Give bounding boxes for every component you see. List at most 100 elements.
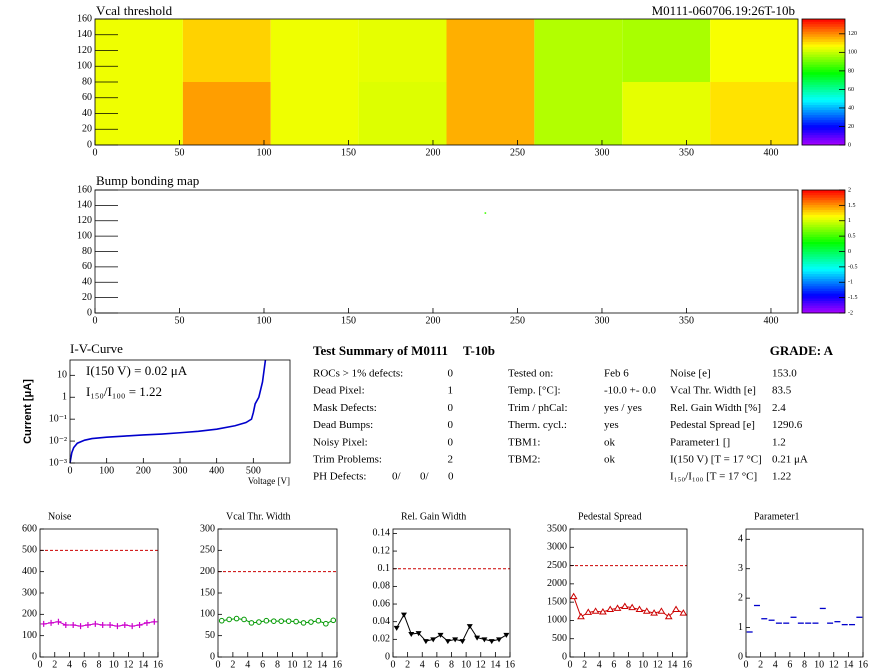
x-tick-label: 16 (505, 659, 515, 670)
colorbar-band (802, 76, 845, 80)
colorbar-band (802, 212, 845, 215)
y-tick-label: 0 (87, 139, 92, 150)
colorbar-band (802, 234, 845, 238)
colorbar-band (802, 102, 845, 105)
y-tick-label: 80 (82, 246, 92, 257)
colorbar-band (802, 124, 845, 128)
marker (143, 619, 150, 626)
x-tick-label: 14 (138, 659, 148, 670)
marker (323, 620, 329, 627)
x-tick-label: 10 (287, 659, 297, 670)
y-tick-label: 80 (82, 76, 92, 87)
colorbar-band (802, 142, 845, 146)
colorbar-band (802, 44, 845, 48)
marker (430, 637, 437, 643)
heat-cell (446, 19, 535, 82)
marker (628, 603, 637, 611)
colorbar-band (802, 288, 845, 292)
colorbar-band (802, 244, 845, 247)
x-tick-label: 200 (425, 147, 440, 158)
y-axis-label: Current [μA] (22, 379, 34, 444)
colorbar-band (802, 204, 845, 208)
x-tick-label: 14 (317, 659, 327, 670)
summary-value: 0 (448, 419, 454, 431)
chart-title: Bump bonding map (96, 173, 199, 188)
series-line (573, 596, 684, 618)
x-tick-label: 6 (260, 659, 265, 670)
marker (233, 615, 240, 622)
marker (459, 639, 466, 645)
chart-subtitle: M0111-060706.19:26T-10b (652, 3, 795, 18)
colorbar-band (802, 84, 845, 88)
y-tick-label: 40 (82, 277, 92, 288)
x-tick-label: 8 (626, 659, 631, 670)
colorbar-band (802, 36, 845, 40)
marker (40, 620, 47, 627)
marker (400, 612, 407, 618)
y-tick-label: 100 (22, 630, 37, 641)
x-tick-label: 8 (802, 659, 807, 670)
colorbar-band (802, 298, 845, 301)
colorbar-band (802, 303, 845, 306)
x-tick-label: 16 (153, 659, 163, 670)
colorbar-band (802, 199, 845, 203)
marker (270, 618, 277, 624)
colorbar-band (802, 21, 845, 25)
y-tick-label: 1 (62, 392, 67, 403)
annotation: I(150 V) = 0.02 μA (86, 363, 188, 378)
result-value: 1.22 (772, 471, 791, 483)
x-tick-label: 8 (97, 659, 102, 670)
colorbar-band (802, 54, 845, 58)
colorbar-band (802, 256, 845, 260)
colorbar-band (802, 89, 845, 93)
plot-frame (94, 189, 799, 314)
x-tick-label: 6 (611, 659, 616, 670)
colorbar-band (802, 97, 845, 100)
y-tick-label: 60 (82, 261, 92, 272)
y-tick-label: 3500 (547, 523, 567, 534)
result-value: 1290.6 (772, 419, 803, 431)
chart-title: Vcal threshold (96, 3, 173, 18)
y-tick-label: 3000 (547, 542, 567, 553)
heat-cell (446, 82, 535, 145)
marker (285, 618, 292, 624)
colorbar-band (802, 253, 845, 257)
heat-cell (182, 82, 271, 145)
colorbar-band (802, 249, 845, 252)
colorbar-band (802, 119, 845, 123)
summary-value: 0 (448, 402, 454, 414)
marker (136, 622, 143, 628)
x-tick-label: 200 (136, 465, 151, 476)
marker (672, 605, 680, 612)
colorbar-band (802, 129, 845, 133)
colorbar-band (802, 109, 845, 113)
result-label: I₁₅₀/I₁₀₀ [T = 17 °C] (670, 471, 757, 483)
y-tick-label: 2000 (547, 578, 567, 589)
chart-title: Parameter1 (754, 511, 800, 522)
heat-cell (710, 82, 798, 145)
result-value: 83.5 (772, 385, 792, 397)
marker (444, 639, 451, 645)
marker (300, 620, 307, 626)
colorbar-band (802, 224, 845, 228)
y-tick-label: 0.08 (373, 581, 391, 592)
colorbar-band (802, 263, 845, 267)
colorbar-band (802, 209, 845, 213)
x-tick-label: 250 (510, 315, 525, 326)
marker (569, 592, 578, 600)
marker (642, 607, 651, 614)
y-tick-label: 140 (77, 29, 92, 40)
x-tick-label: 400 (763, 315, 778, 326)
colorbar-tick-label: 0 (848, 142, 851, 148)
summary-label: Dead Bumps: (313, 419, 373, 431)
colorbar-band (802, 64, 845, 68)
colorbar-band (802, 261, 845, 265)
colorbar-band (802, 300, 845, 304)
heat-cell (270, 19, 359, 82)
y-tick-label: 1500 (547, 596, 567, 607)
x-tick-label: 4 (420, 659, 425, 670)
marker (466, 624, 473, 630)
x-tick-label: 0 (744, 659, 749, 670)
marker (664, 612, 673, 620)
